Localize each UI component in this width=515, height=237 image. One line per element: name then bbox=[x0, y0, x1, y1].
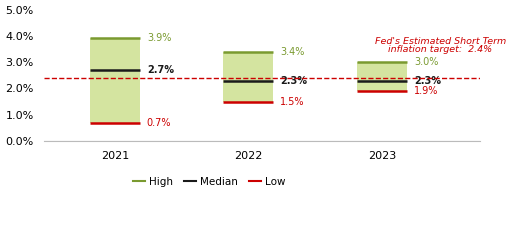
Bar bbox=[224, 52, 273, 102]
Text: 3.4%: 3.4% bbox=[280, 47, 305, 57]
Text: 2.3%: 2.3% bbox=[414, 76, 441, 86]
Text: 1.9%: 1.9% bbox=[414, 86, 438, 96]
Text: Fed's Estimated Short Term: Fed's Estimated Short Term bbox=[375, 37, 506, 46]
Text: 2.3%: 2.3% bbox=[280, 76, 307, 86]
Text: 0.7%: 0.7% bbox=[147, 118, 171, 128]
Bar bbox=[90, 38, 140, 123]
Text: inflation target:  2.4%: inflation target: 2.4% bbox=[388, 45, 492, 54]
Text: 1.5%: 1.5% bbox=[280, 97, 305, 107]
Bar bbox=[357, 62, 407, 91]
Text: 3.9%: 3.9% bbox=[147, 33, 171, 43]
Text: 3.0%: 3.0% bbox=[414, 57, 438, 67]
Legend: High, Median, Low: High, Median, Low bbox=[129, 173, 290, 191]
Text: 2.7%: 2.7% bbox=[147, 65, 174, 75]
